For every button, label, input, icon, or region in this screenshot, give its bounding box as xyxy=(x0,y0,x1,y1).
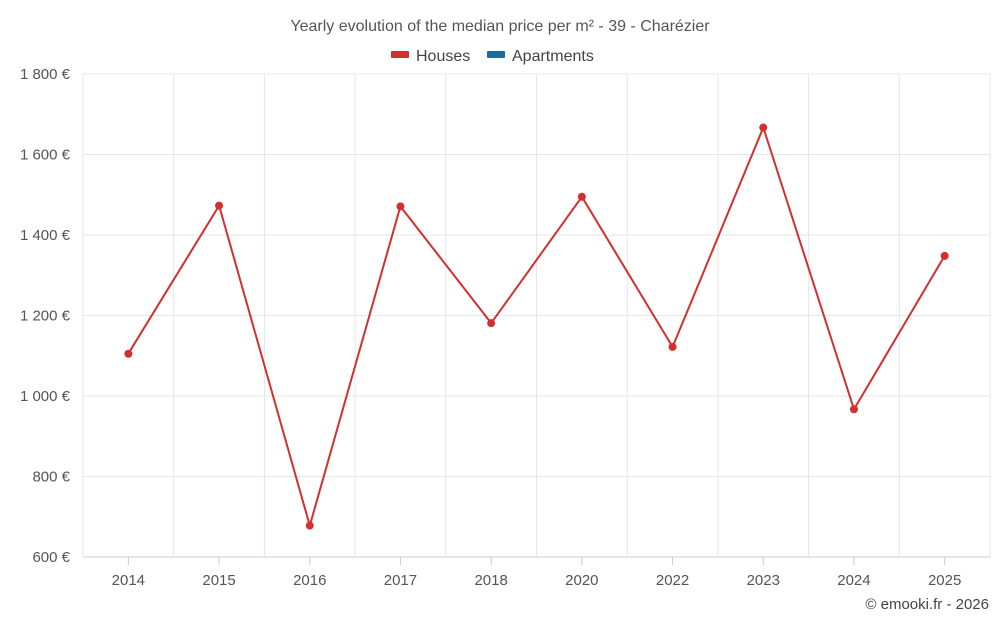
houses-point[interactable] xyxy=(124,349,133,358)
chart-legend: Houses Apartments xyxy=(391,48,594,65)
legend-swatch-apartments xyxy=(487,51,505,58)
y-tick-label: 1 400 € xyxy=(20,227,71,244)
x-tick-label: 2017 xyxy=(384,572,417,589)
y-tick-label: 800 € xyxy=(32,469,70,486)
x-tick-label: 2025 xyxy=(928,572,961,589)
y-tick-label: 1 200 € xyxy=(20,308,71,325)
x-tick-label: 2020 xyxy=(565,572,598,589)
houses-point[interactable] xyxy=(215,201,224,210)
houses-point[interactable] xyxy=(487,319,496,328)
x-tick-label: 2023 xyxy=(747,572,780,589)
grid-lines xyxy=(82,73,991,558)
legend-item-apartments[interactable]: Apartments xyxy=(487,48,594,65)
credit-text: © emooki.fr - 2026 xyxy=(865,596,989,613)
x-tick-label: 2018 xyxy=(474,572,507,589)
legend-label-houses: Houses xyxy=(416,48,470,65)
x-tick-label: 2024 xyxy=(837,572,870,589)
houses-point[interactable] xyxy=(668,342,677,351)
y-tick-label: 1 800 € xyxy=(20,66,71,83)
houses-point[interactable] xyxy=(577,192,586,201)
y-tick-label: 600 € xyxy=(32,549,70,566)
houses-point[interactable] xyxy=(396,202,405,211)
houses-point[interactable] xyxy=(305,521,314,530)
x-tick-label: 2015 xyxy=(202,572,235,589)
y-tick-label: 1 600 € xyxy=(20,147,71,164)
houses-series xyxy=(124,123,949,530)
x-tick-label: 2022 xyxy=(656,572,689,589)
houses-point[interactable] xyxy=(849,405,858,414)
houses-line xyxy=(127,126,946,527)
y-axis-ticks: 600 € 800 € 1 000 € 1 200 € 1 400 € 1 600 € 1 … xyxy=(20,66,71,566)
houses-point[interactable] xyxy=(940,251,949,260)
legend-label-apartments: Apartments xyxy=(512,48,594,65)
y-tick-label: 1 000 € xyxy=(20,388,71,405)
x-tick-label: 2014 xyxy=(112,572,145,589)
x-axis-ticks: 2014 2015 2016 2017 2018 2020 2022 2023 2024 2025 xyxy=(112,557,961,589)
legend-item-houses[interactable]: Houses xyxy=(391,48,470,65)
houses-point[interactable] xyxy=(759,123,768,132)
legend-swatch-houses xyxy=(391,51,409,58)
x-tick-label: 2016 xyxy=(293,572,326,589)
chart-title: Yearly evolution of the median price per… xyxy=(290,18,710,35)
